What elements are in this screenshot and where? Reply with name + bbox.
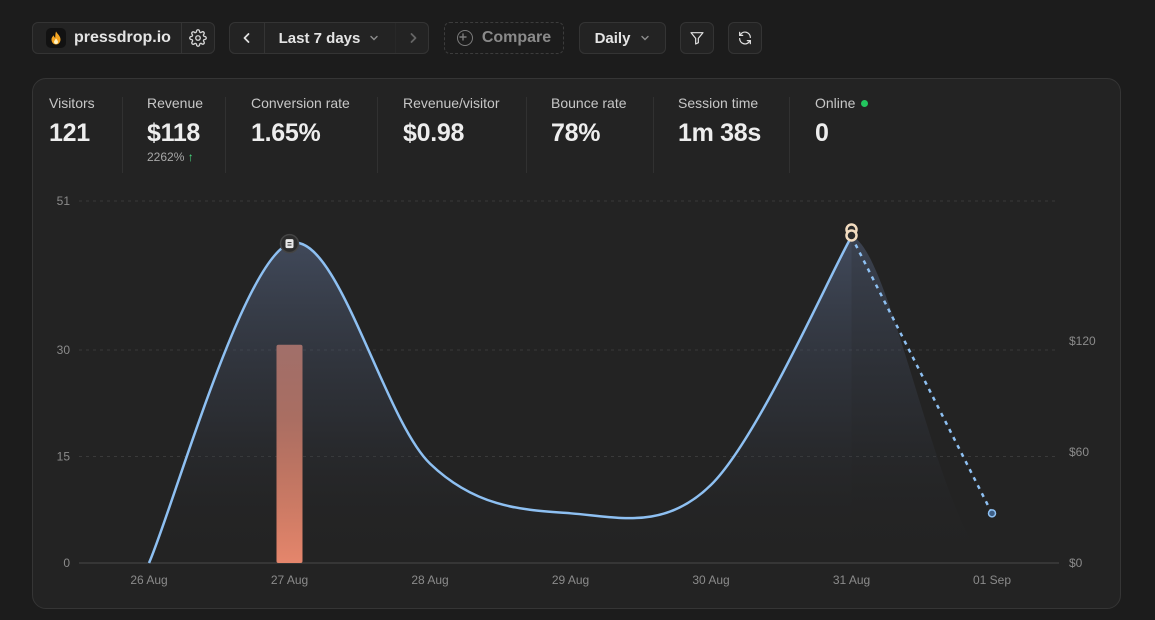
visitors-area bbox=[149, 236, 852, 563]
filter-icon bbox=[690, 32, 704, 45]
stat-label: Conversion rate bbox=[251, 95, 350, 111]
y2-tick-label: $120 bbox=[1069, 334, 1096, 348]
x-tick-label: 26 Aug bbox=[130, 573, 167, 587]
date-range-label: Last 7 days bbox=[278, 29, 361, 47]
y-tick-label: 15 bbox=[57, 450, 71, 464]
stat-divider bbox=[526, 97, 527, 173]
stat-revenue-per-visitor[interactable]: Revenue/visitor $0.98 bbox=[403, 95, 500, 148]
y-tick-label: 51 bbox=[57, 194, 71, 208]
y-tick-label: 0 bbox=[63, 556, 70, 570]
x-axis: 26 Aug 27 Aug 28 Aug 29 Aug 30 Aug 31 Aug 01 S… bbox=[130, 573, 1011, 587]
chevron-right-icon[interactable] bbox=[395, 23, 430, 53]
x-tick-label: 27 Aug bbox=[271, 573, 308, 587]
chevron-down-icon bbox=[641, 35, 650, 41]
stat-value: $118 bbox=[147, 119, 201, 147]
stat-label: Online bbox=[815, 95, 869, 111]
interval-dropdown[interactable]: Daily bbox=[579, 22, 666, 54]
x-tick-label: 31 Aug bbox=[833, 573, 870, 587]
visitors-revenue-chart[interactable]: 0 15 30 51 $0 $60 $120 26 Aug 27 Aug 28 Aug 29 A… bbox=[33, 189, 1120, 609]
refresh-icon bbox=[739, 31, 751, 45]
stat-divider bbox=[377, 97, 378, 173]
y-axis-right: $0 $60 $120 bbox=[1069, 334, 1096, 570]
stat-value: 1.65% bbox=[251, 119, 321, 147]
stat-label: Revenue/visitor bbox=[403, 95, 500, 111]
x-tick-label: 29 Aug bbox=[552, 573, 589, 587]
x-tick-label: 30 Aug bbox=[692, 573, 729, 587]
filter-button[interactable] bbox=[680, 22, 714, 54]
stat-value: 0 bbox=[815, 119, 829, 147]
stat-value: $0.98 bbox=[403, 119, 465, 147]
stat-change-value: 2262% bbox=[147, 150, 185, 164]
visitors-line-path[interactable] bbox=[147, 235, 853, 564]
stat-label: Revenue bbox=[147, 95, 204, 111]
note-icon bbox=[285, 239, 294, 249]
refresh-button[interactable] bbox=[728, 22, 762, 54]
stat-value: 121 bbox=[49, 119, 90, 147]
site-name: pressdrop.io bbox=[74, 29, 171, 46]
stat-revenue[interactable]: Revenue $118 2262% ↑ bbox=[147, 95, 203, 164]
stat-label-text: Online bbox=[815, 95, 856, 111]
analytics-panel: Visitors 121 Revenue $118 2262% ↑ Conver… bbox=[32, 78, 1121, 609]
stat-divider bbox=[653, 97, 654, 173]
stat-value: 78% bbox=[551, 119, 601, 147]
chart-markers bbox=[279, 223, 858, 254]
chevron-down-icon bbox=[370, 35, 379, 41]
stat-visitors[interactable]: Visitors 121 bbox=[49, 95, 95, 148]
stat-conversion-rate[interactable]: Conversion rate 1.65% bbox=[251, 95, 350, 148]
date-range-control: Last 7 days bbox=[229, 22, 429, 54]
stat-divider bbox=[122, 97, 123, 173]
stat-change: 2262% ↑ bbox=[147, 150, 203, 164]
visitors-area-projection bbox=[851, 236, 992, 563]
compare-label: Compare bbox=[481, 29, 552, 46]
visitors-line bbox=[147, 235, 997, 564]
site-divider bbox=[181, 23, 182, 53]
plus-circle-icon bbox=[456, 30, 473, 46]
stat-label: Bounce rate bbox=[551, 95, 627, 111]
stat-label: Visitors bbox=[49, 95, 95, 111]
visitors-point[interactable] bbox=[987, 509, 997, 518]
stat-divider bbox=[789, 97, 790, 173]
event-marker[interactable] bbox=[845, 229, 858, 242]
x-tick-label: 28 Aug bbox=[411, 573, 448, 587]
stat-divider bbox=[225, 97, 226, 173]
stat-bounce-rate[interactable]: Bounce rate 78% bbox=[551, 95, 627, 148]
stat-value: 1m 38s bbox=[678, 119, 761, 147]
stat-session-time[interactable]: Session time 1m 38s bbox=[678, 95, 761, 148]
chevron-left-icon[interactable] bbox=[230, 23, 265, 53]
stat-online[interactable]: Online 0 bbox=[815, 95, 869, 148]
site-selector[interactable]: pressdrop.io bbox=[32, 22, 215, 54]
interval-label: Daily bbox=[594, 29, 631, 47]
y-tick-label: 30 bbox=[57, 343, 71, 357]
online-status-dot bbox=[861, 100, 869, 107]
x-tick-label: 01 Sep bbox=[973, 573, 1011, 587]
flame-icon bbox=[46, 28, 66, 48]
stat-label: Session time bbox=[678, 95, 759, 111]
y2-tick-label: $0 bbox=[1069, 556, 1083, 570]
date-range-dropdown[interactable]: Last 7 days bbox=[264, 23, 394, 53]
y2-tick-label: $60 bbox=[1069, 445, 1089, 459]
y-axis-left: 0 15 30 51 bbox=[57, 194, 71, 570]
arrow-up-icon: ↑ bbox=[187, 150, 194, 164]
visitors-line-projection bbox=[850, 235, 994, 514]
gear-icon[interactable] bbox=[189, 29, 207, 52]
compare-button[interactable]: Compare bbox=[444, 22, 564, 54]
